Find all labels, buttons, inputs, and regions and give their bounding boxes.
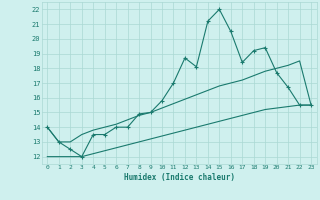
X-axis label: Humidex (Indice chaleur): Humidex (Indice chaleur) (124, 173, 235, 182)
